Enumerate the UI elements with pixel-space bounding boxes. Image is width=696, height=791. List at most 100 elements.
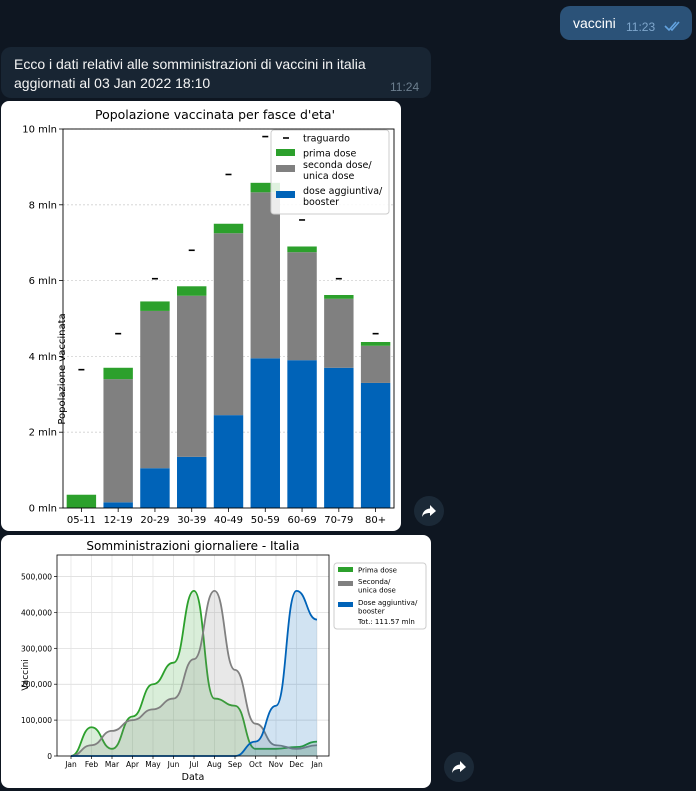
chart2-ylabel: Vaccini: [21, 659, 31, 691]
chart1-bar-segment: [287, 252, 317, 361]
chart2-series-area: [71, 590, 317, 756]
incoming-message-text: Ecco i dati relativi alle somministrazio…: [14, 56, 366, 91]
chart1-bar-segment: [140, 310, 170, 469]
chart1-xtick-label: 05-11: [67, 515, 96, 526]
chart1-legend-swatch: [276, 191, 295, 198]
chart1-xtick-label: 70-79: [324, 515, 353, 526]
chart2-legend-label: Seconda/unica dose: [358, 578, 396, 595]
chart1-xtick-label: 60-69: [288, 515, 317, 526]
chart2-ytick-label: 400,000: [21, 608, 52, 617]
forward-button[interactable]: [414, 496, 444, 526]
chart1-bar-segment: [324, 298, 354, 368]
forward-button[interactable]: [444, 752, 474, 782]
daily-administrations-chart-image[interactable]: Somministrazioni giornaliere - Italia Va…: [1, 535, 431, 788]
chart1-bar-segment: [66, 494, 97, 508]
chart2-ytick-label: 0: [47, 752, 52, 761]
chart1-ytick-label: 8 mln: [29, 200, 57, 211]
chart1-bar-segment: [360, 382, 391, 508]
chart1-bar-segment: [360, 341, 391, 346]
chart1-ytick-label: 2 mln: [29, 428, 57, 439]
chart1-xtick-label: 20-29: [140, 515, 169, 526]
forward-arrow-icon: [452, 761, 466, 773]
chart2-xtick-label: Jul: [188, 760, 198, 769]
chart1-legend-swatch: [276, 165, 295, 172]
chart1-bar-segment: [103, 379, 133, 503]
chart2-xtick-label: Aug: [207, 760, 222, 769]
chart1-legend-label: prima dose: [303, 149, 356, 160]
chart1-bar-segment: [177, 286, 207, 296]
age-group-chart-image[interactable]: Popolazione vaccinata per fasce d'eta' P…: [1, 101, 401, 531]
chart1-bar-segment: [250, 182, 280, 193]
chart2-title: Somministrazioni giornaliere - Italia: [86, 539, 299, 553]
outgoing-message-text: vaccini: [573, 15, 616, 31]
chart1-xtick-label: 30-39: [177, 515, 206, 526]
chart2-legend-swatch: [338, 581, 353, 586]
chart1-legend-swatch: [276, 149, 295, 156]
chart1-bar-segment: [140, 468, 170, 508]
chart2-xtick-label: Feb: [85, 760, 99, 769]
chart2-legend-total: Tot.: 111.57 mln: [357, 618, 415, 626]
chart2-xtick-label: Dec: [289, 760, 304, 769]
chart2-series-area: [71, 590, 317, 756]
forward-arrow-icon: [422, 505, 436, 517]
outgoing-message-bubble[interactable]: vaccini 11:23: [560, 6, 692, 40]
chart2-xtick-label: Jun: [167, 760, 180, 769]
chart2-xtick-label: Oct: [249, 760, 262, 769]
chart1-bar-segment: [287, 246, 317, 253]
chart2-legend-label: Dose aggiuntiva/booster: [358, 599, 418, 616]
chart1-title: Popolazione vaccinata per fasce d'eta': [95, 107, 335, 122]
chart1-xtick-label: 50-59: [251, 515, 280, 526]
chart2-legend-swatch: [338, 567, 353, 572]
chart1-bar-segment: [177, 456, 207, 508]
chart1-bar-segment: [213, 415, 244, 508]
chart2-xtick-label: Mar: [105, 760, 120, 769]
chart1-bar-segment: [250, 192, 280, 359]
chart1-legend-label: seconda dose/unica dose: [303, 160, 372, 182]
chart2-xlabel: Data: [182, 772, 205, 783]
chart1-bar-segment: [287, 360, 317, 508]
chart2-ytick-label: 500,000: [21, 573, 52, 582]
chart1-plot-frame: [62, 128, 395, 509]
chart1-bar-segment: [177, 295, 207, 457]
chart2-xtick-label: Jan: [64, 760, 77, 769]
chart1-bar-segment: [324, 295, 354, 299]
chart1-bar-segment: [213, 233, 244, 416]
chart1-bar-segment: [324, 367, 354, 508]
chart2-plot-frame: [56, 554, 330, 757]
chart2-xtick-label: May: [145, 760, 161, 769]
chart1-xtick-label: 80+: [365, 515, 386, 526]
chart2-ytick-label: 300,000: [21, 644, 52, 653]
chart2-legend: Prima dose Seconda/unica dose Dose aggiunt…: [333, 562, 427, 630]
chart2-xtick-label: Jan: [310, 760, 323, 769]
incoming-message-bubble[interactable]: Ecco i dati relativi alle somministrazio…: [1, 47, 431, 98]
chart1-xtick-label: 12-19: [104, 515, 133, 526]
chart1-bar-segment: [103, 502, 133, 508]
incoming-message-time: 11:24: [390, 80, 420, 94]
outgoing-message-time: 11:23: [626, 20, 656, 34]
age-group-bar-chart: Popolazione vaccinata per fasce d'eta' P…: [22, 107, 395, 526]
chart1-legend-box: [270, 129, 390, 215]
chart1-ytick-label: 4 mln: [29, 352, 57, 363]
chart1-legend-label: dose aggiuntiva/booster: [303, 186, 383, 208]
chart2-series-area: [71, 590, 317, 756]
double-check-icon: [664, 21, 680, 32]
chart1-ylabel: Popolazione vaccinata: [57, 313, 68, 424]
chart2-xtick-label: Sep: [228, 760, 242, 769]
chart1-bar-segment: [250, 358, 280, 508]
chart1-bar-segment: [140, 301, 170, 311]
chart1-ytick-label: 10 mln: [22, 125, 57, 136]
chart2-legend-swatch: [338, 602, 353, 607]
chart2-legend-label: Prima dose: [358, 567, 397, 575]
chart2-series-line: [70, 589, 318, 757]
chart1-ytick-label: 6 mln: [29, 276, 57, 287]
chart2-xtick-label: Apr: [126, 760, 140, 769]
chart1-xtick-label: 40-49: [214, 515, 243, 526]
chart1-bar-segment: [213, 223, 244, 234]
chart2-ytick-label: 200,000: [21, 680, 52, 689]
daily-administrations-line-chart: Somministrazioni giornaliere - Italia Va…: [21, 539, 427, 783]
chart1-legend-label: traguardo: [303, 134, 350, 145]
chart1-bar-segment: [360, 345, 391, 383]
chart2-series-line: [70, 589, 318, 757]
chart2-ytick-label: 100,000: [21, 716, 52, 725]
